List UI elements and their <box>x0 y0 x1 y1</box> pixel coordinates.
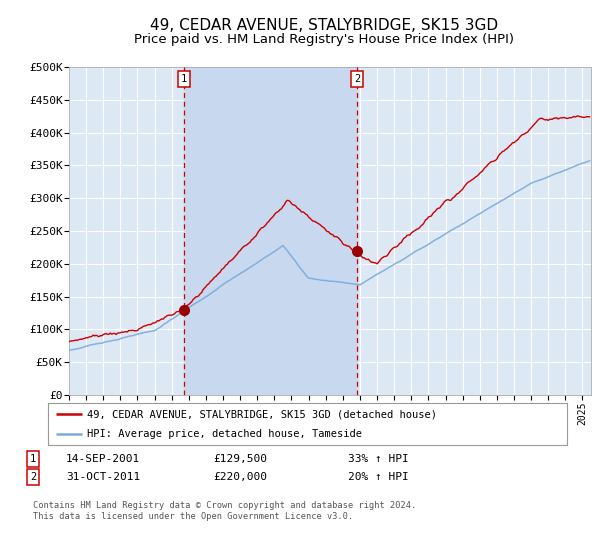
Text: 1: 1 <box>30 454 36 464</box>
Text: HPI: Average price, detached house, Tameside: HPI: Average price, detached house, Tame… <box>87 430 362 439</box>
Text: 2: 2 <box>354 74 360 83</box>
Text: 20% ↑ HPI: 20% ↑ HPI <box>348 472 409 482</box>
Text: 49, CEDAR AVENUE, STALYBRIDGE, SK15 3GD (detached house): 49, CEDAR AVENUE, STALYBRIDGE, SK15 3GD … <box>87 409 437 419</box>
Text: £220,000: £220,000 <box>213 472 267 482</box>
Text: 2: 2 <box>30 472 36 482</box>
Text: 31-OCT-2011: 31-OCT-2011 <box>66 472 140 482</box>
Text: £129,500: £129,500 <box>213 454 267 464</box>
Text: 1: 1 <box>181 74 187 83</box>
Text: Contains HM Land Registry data © Crown copyright and database right 2024.
This d: Contains HM Land Registry data © Crown c… <box>33 501 416 521</box>
Text: 14-SEP-2001: 14-SEP-2001 <box>66 454 140 464</box>
Text: Price paid vs. HM Land Registry's House Price Index (HPI): Price paid vs. HM Land Registry's House … <box>134 32 514 46</box>
Text: 49, CEDAR AVENUE, STALYBRIDGE, SK15 3GD: 49, CEDAR AVENUE, STALYBRIDGE, SK15 3GD <box>150 18 498 32</box>
Bar <box>184 67 357 395</box>
Text: 33% ↑ HPI: 33% ↑ HPI <box>348 454 409 464</box>
